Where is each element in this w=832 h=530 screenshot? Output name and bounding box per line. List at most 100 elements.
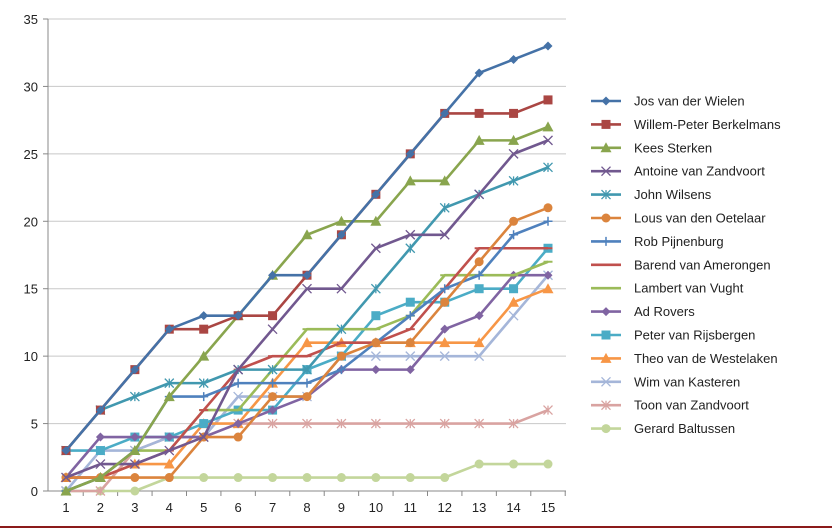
data-point bbox=[129, 459, 140, 469]
data-point bbox=[336, 230, 346, 240]
x-tick-label: 6 bbox=[235, 500, 242, 515]
data-point bbox=[198, 350, 210, 361]
data-point bbox=[601, 330, 611, 340]
legend-item: Kees Sterken bbox=[591, 140, 712, 155]
series-lous-van-den-oetelaar bbox=[61, 203, 553, 483]
data-point bbox=[440, 473, 450, 483]
data-point bbox=[233, 432, 243, 442]
data-point bbox=[370, 351, 381, 362]
legend-item: Gerard Baltussen bbox=[591, 421, 735, 436]
data-point bbox=[509, 459, 519, 469]
data-point bbox=[473, 134, 485, 145]
data-point bbox=[508, 296, 520, 307]
data-point bbox=[543, 203, 553, 213]
data-point bbox=[474, 418, 485, 429]
legend-label: Gerard Baltussen bbox=[634, 421, 735, 436]
data-point bbox=[601, 236, 611, 246]
data-point bbox=[405, 311, 415, 321]
series-antoine-van-zandvoort bbox=[61, 135, 553, 483]
data-point bbox=[439, 337, 451, 348]
legend-label: Ad Rovers bbox=[634, 304, 695, 319]
data-point bbox=[601, 189, 611, 200]
legend-label: Toon van Zandvoort bbox=[634, 398, 749, 413]
y-tick-label: 30 bbox=[24, 79, 38, 94]
series-barend-van-amerongen bbox=[61, 246, 553, 479]
data-point bbox=[61, 446, 71, 456]
data-point bbox=[601, 96, 611, 106]
data-point bbox=[474, 311, 484, 321]
data-point bbox=[302, 270, 312, 280]
data-point bbox=[302, 392, 312, 402]
data-point bbox=[335, 215, 347, 226]
y-tick-label: 15 bbox=[24, 282, 38, 297]
legend-item: Lambert van Vught bbox=[591, 281, 744, 296]
x-tick-label: 5 bbox=[200, 500, 207, 515]
data-point bbox=[95, 446, 105, 456]
data-point bbox=[370, 215, 382, 226]
y-tick-label: 0 bbox=[31, 484, 38, 499]
data-point bbox=[199, 473, 209, 483]
series-john-wilsens bbox=[61, 162, 553, 456]
data-point bbox=[508, 418, 519, 429]
data-point bbox=[198, 432, 209, 443]
data-point bbox=[543, 270, 553, 280]
data-point bbox=[508, 310, 519, 321]
data-point bbox=[302, 473, 312, 483]
data-point bbox=[302, 364, 312, 375]
data-point bbox=[601, 119, 611, 129]
data-point bbox=[405, 365, 415, 375]
data-point bbox=[474, 351, 485, 362]
data-point bbox=[371, 311, 381, 321]
legend-item: Theo van de Westelaken bbox=[591, 351, 778, 366]
x-tick-label: 14 bbox=[506, 500, 520, 515]
data-point bbox=[405, 351, 416, 362]
y-tick-label: 25 bbox=[24, 147, 38, 162]
data-point bbox=[601, 400, 611, 411]
legend-label: Willem-Peter Berkelmans bbox=[634, 117, 781, 132]
bottom-border bbox=[0, 526, 832, 528]
data-point bbox=[302, 378, 312, 388]
data-point bbox=[543, 405, 553, 416]
data-point bbox=[336, 418, 347, 429]
data-point bbox=[440, 284, 450, 294]
data-point bbox=[302, 418, 312, 429]
legend-label: Rob Pijnenburg bbox=[634, 234, 724, 249]
data-point bbox=[370, 418, 381, 429]
data-point bbox=[440, 297, 450, 307]
legend-label: Wim van Kasteren bbox=[634, 374, 740, 389]
legend-label: Lous van den Oetelaar bbox=[634, 211, 766, 226]
data-point bbox=[405, 473, 415, 483]
data-point bbox=[129, 445, 141, 456]
data-point bbox=[405, 229, 416, 240]
data-point bbox=[600, 352, 612, 363]
data-point bbox=[267, 364, 278, 375]
data-point bbox=[336, 283, 347, 294]
data-point bbox=[130, 365, 140, 375]
data-point bbox=[543, 95, 553, 105]
series-line bbox=[65, 166, 549, 452]
data-point bbox=[404, 175, 416, 186]
data-point bbox=[405, 149, 415, 159]
data-point bbox=[371, 473, 381, 483]
y-tick-label: 20 bbox=[24, 214, 38, 229]
data-point bbox=[164, 473, 174, 483]
data-point bbox=[95, 432, 105, 442]
data-point bbox=[336, 351, 346, 361]
data-point bbox=[474, 189, 485, 200]
legend-item: Peter van Rijsbergen bbox=[591, 328, 755, 343]
data-point bbox=[439, 175, 451, 186]
data-point bbox=[474, 257, 484, 267]
data-point bbox=[509, 230, 519, 240]
data-point bbox=[439, 229, 450, 240]
data-point bbox=[95, 486, 106, 496]
data-point bbox=[509, 284, 519, 294]
data-point bbox=[199, 392, 209, 402]
data-point bbox=[233, 473, 243, 483]
data-point bbox=[301, 337, 313, 348]
x-tick-label: 1 bbox=[62, 500, 69, 515]
data-point bbox=[474, 68, 484, 78]
data-point bbox=[601, 376, 611, 387]
data-point bbox=[302, 283, 312, 294]
legend-label: Kees Sterken bbox=[634, 140, 712, 155]
